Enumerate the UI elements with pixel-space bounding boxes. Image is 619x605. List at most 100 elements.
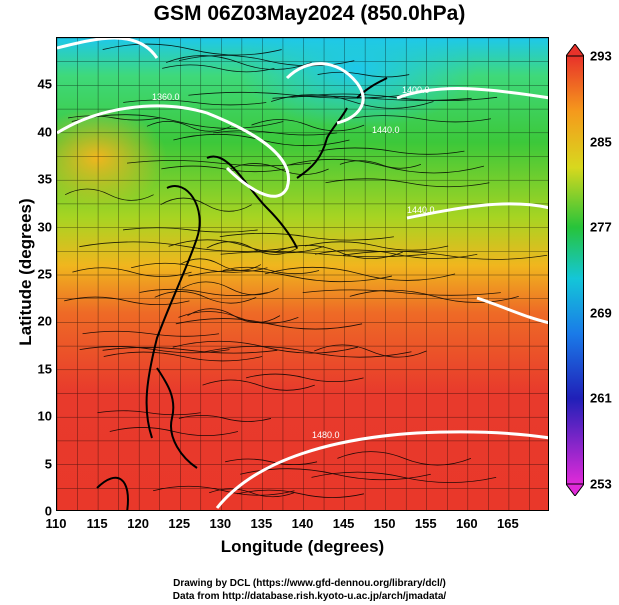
- streamline: [188, 91, 403, 99]
- x-axis-label: Longitude (degrees): [220, 537, 385, 556]
- x-tick-label: 110: [45, 516, 67, 531]
- y-tick-label: 35: [37, 171, 52, 187]
- streamline: [342, 250, 548, 260]
- contour-label: 1440.0: [372, 125, 400, 135]
- x-tick-label: 130: [209, 516, 232, 531]
- streamline: [348, 115, 492, 123]
- streamline: [162, 64, 275, 73]
- streamline: [291, 93, 498, 101]
- y-tick-label: 30: [37, 219, 52, 235]
- colorbar: [566, 44, 584, 496]
- streamline: [109, 427, 239, 436]
- streamline: [311, 471, 497, 483]
- y-tick-label: 15: [37, 361, 52, 377]
- streamline: [219, 232, 394, 241]
- contour-label: 1400.0: [402, 85, 430, 95]
- streamline: [102, 43, 282, 56]
- map-canvas: 1360.0 1400.0 1440.0 1440.0 1480.0: [57, 38, 548, 510]
- streamline: [271, 94, 434, 109]
- streamline: [317, 71, 410, 78]
- contour-label: 1480.0: [312, 430, 340, 440]
- streamline: [166, 55, 312, 70]
- credit-drawing: Drawing by DCL (https://www.gfd-dennou.o…: [173, 578, 446, 589]
- colorbar-bottom-arrow: [566, 483, 584, 496]
- grid-lines: [57, 38, 548, 510]
- contour-labels: 1360.0 1400.0 1440.0 1440.0 1480.0: [152, 85, 435, 440]
- colorbar-label: 285: [590, 134, 612, 150]
- streamline: [220, 251, 427, 258]
- colorbar-top-arrow: [566, 44, 584, 57]
- streamline: [139, 288, 268, 296]
- streamline: [71, 114, 284, 129]
- streamline: [82, 330, 220, 337]
- streamline: [161, 165, 287, 173]
- streamline: [67, 115, 160, 121]
- y-tick-label: 40: [37, 124, 52, 140]
- streamline: [178, 414, 272, 422]
- streamline: [97, 410, 201, 416]
- streamline: [339, 160, 422, 169]
- x-tick-label: 165: [497, 516, 519, 531]
- streamline: [204, 346, 412, 358]
- streamline: [237, 489, 364, 498]
- x-tick-label: 140: [291, 516, 314, 531]
- credit-data: Data from http://database.rish.kyoto-u.a…: [172, 591, 447, 602]
- y-tick-label: 0: [44, 503, 52, 519]
- streamline: [72, 267, 192, 278]
- x-tick-label: 135: [250, 516, 273, 531]
- colorbar-label: 293: [590, 48, 612, 64]
- streamline: [240, 468, 431, 481]
- x-tick-label: 115: [86, 516, 108, 531]
- streamline: [64, 188, 154, 201]
- streamline: [222, 266, 320, 275]
- y-tick-label: 10: [37, 408, 52, 424]
- chart-title: GSM 06Z03May2024 (850.0hPa): [153, 2, 466, 25]
- y-tick-label: 20: [37, 313, 52, 329]
- y-tick-label: 45: [37, 76, 52, 92]
- x-tick-label: 160: [455, 516, 478, 531]
- map-plot-area: 1360.0 1400.0 1440.0 1440.0 1480.0: [56, 37, 549, 511]
- x-tick-label: 150: [373, 516, 396, 531]
- streamline: [251, 119, 365, 132]
- x-tick-label: 145: [332, 516, 355, 531]
- colorbar-gradient: [566, 55, 584, 485]
- streamline: [202, 379, 315, 391]
- streamline: [131, 262, 268, 273]
- streamline: [272, 95, 472, 101]
- coastlines: [96, 77, 388, 510]
- streamline: [168, 239, 325, 254]
- x-tick-label: 125: [168, 516, 191, 531]
- wind-streamlines: [64, 43, 548, 498]
- streamline: [153, 485, 295, 496]
- streamline: [103, 351, 263, 362]
- streamline: [283, 158, 485, 174]
- x-tick-label: 155: [414, 516, 437, 531]
- streamline: [102, 347, 278, 354]
- streamline: [181, 281, 279, 296]
- streamline: [337, 451, 472, 466]
- height-contours: [57, 38, 548, 509]
- streamline: [179, 258, 262, 271]
- x-tick-label: 120: [127, 516, 150, 531]
- streamline: [302, 289, 501, 296]
- streamline: [245, 373, 364, 383]
- y-tick-label: 5: [44, 456, 52, 472]
- streamline: [126, 160, 312, 167]
- streamline: [325, 178, 490, 188]
- streamline: [146, 120, 232, 132]
- streamline: [318, 147, 465, 155]
- colorbar-label: 277: [590, 219, 612, 235]
- contour-label: 1360.0: [152, 92, 180, 102]
- y-tick-label: 25: [37, 266, 52, 282]
- streamline: [175, 318, 363, 330]
- streamline: [122, 227, 258, 233]
- streamline: [123, 99, 267, 106]
- colorbar-label: 261: [590, 390, 612, 406]
- streamline: [154, 291, 257, 304]
- streamline: [349, 289, 519, 303]
- contour-label: 1440.0: [407, 205, 435, 215]
- streamline: [230, 163, 329, 175]
- colorbar-label: 253: [590, 476, 612, 492]
- streamline: [79, 241, 296, 252]
- streamline: [160, 197, 252, 212]
